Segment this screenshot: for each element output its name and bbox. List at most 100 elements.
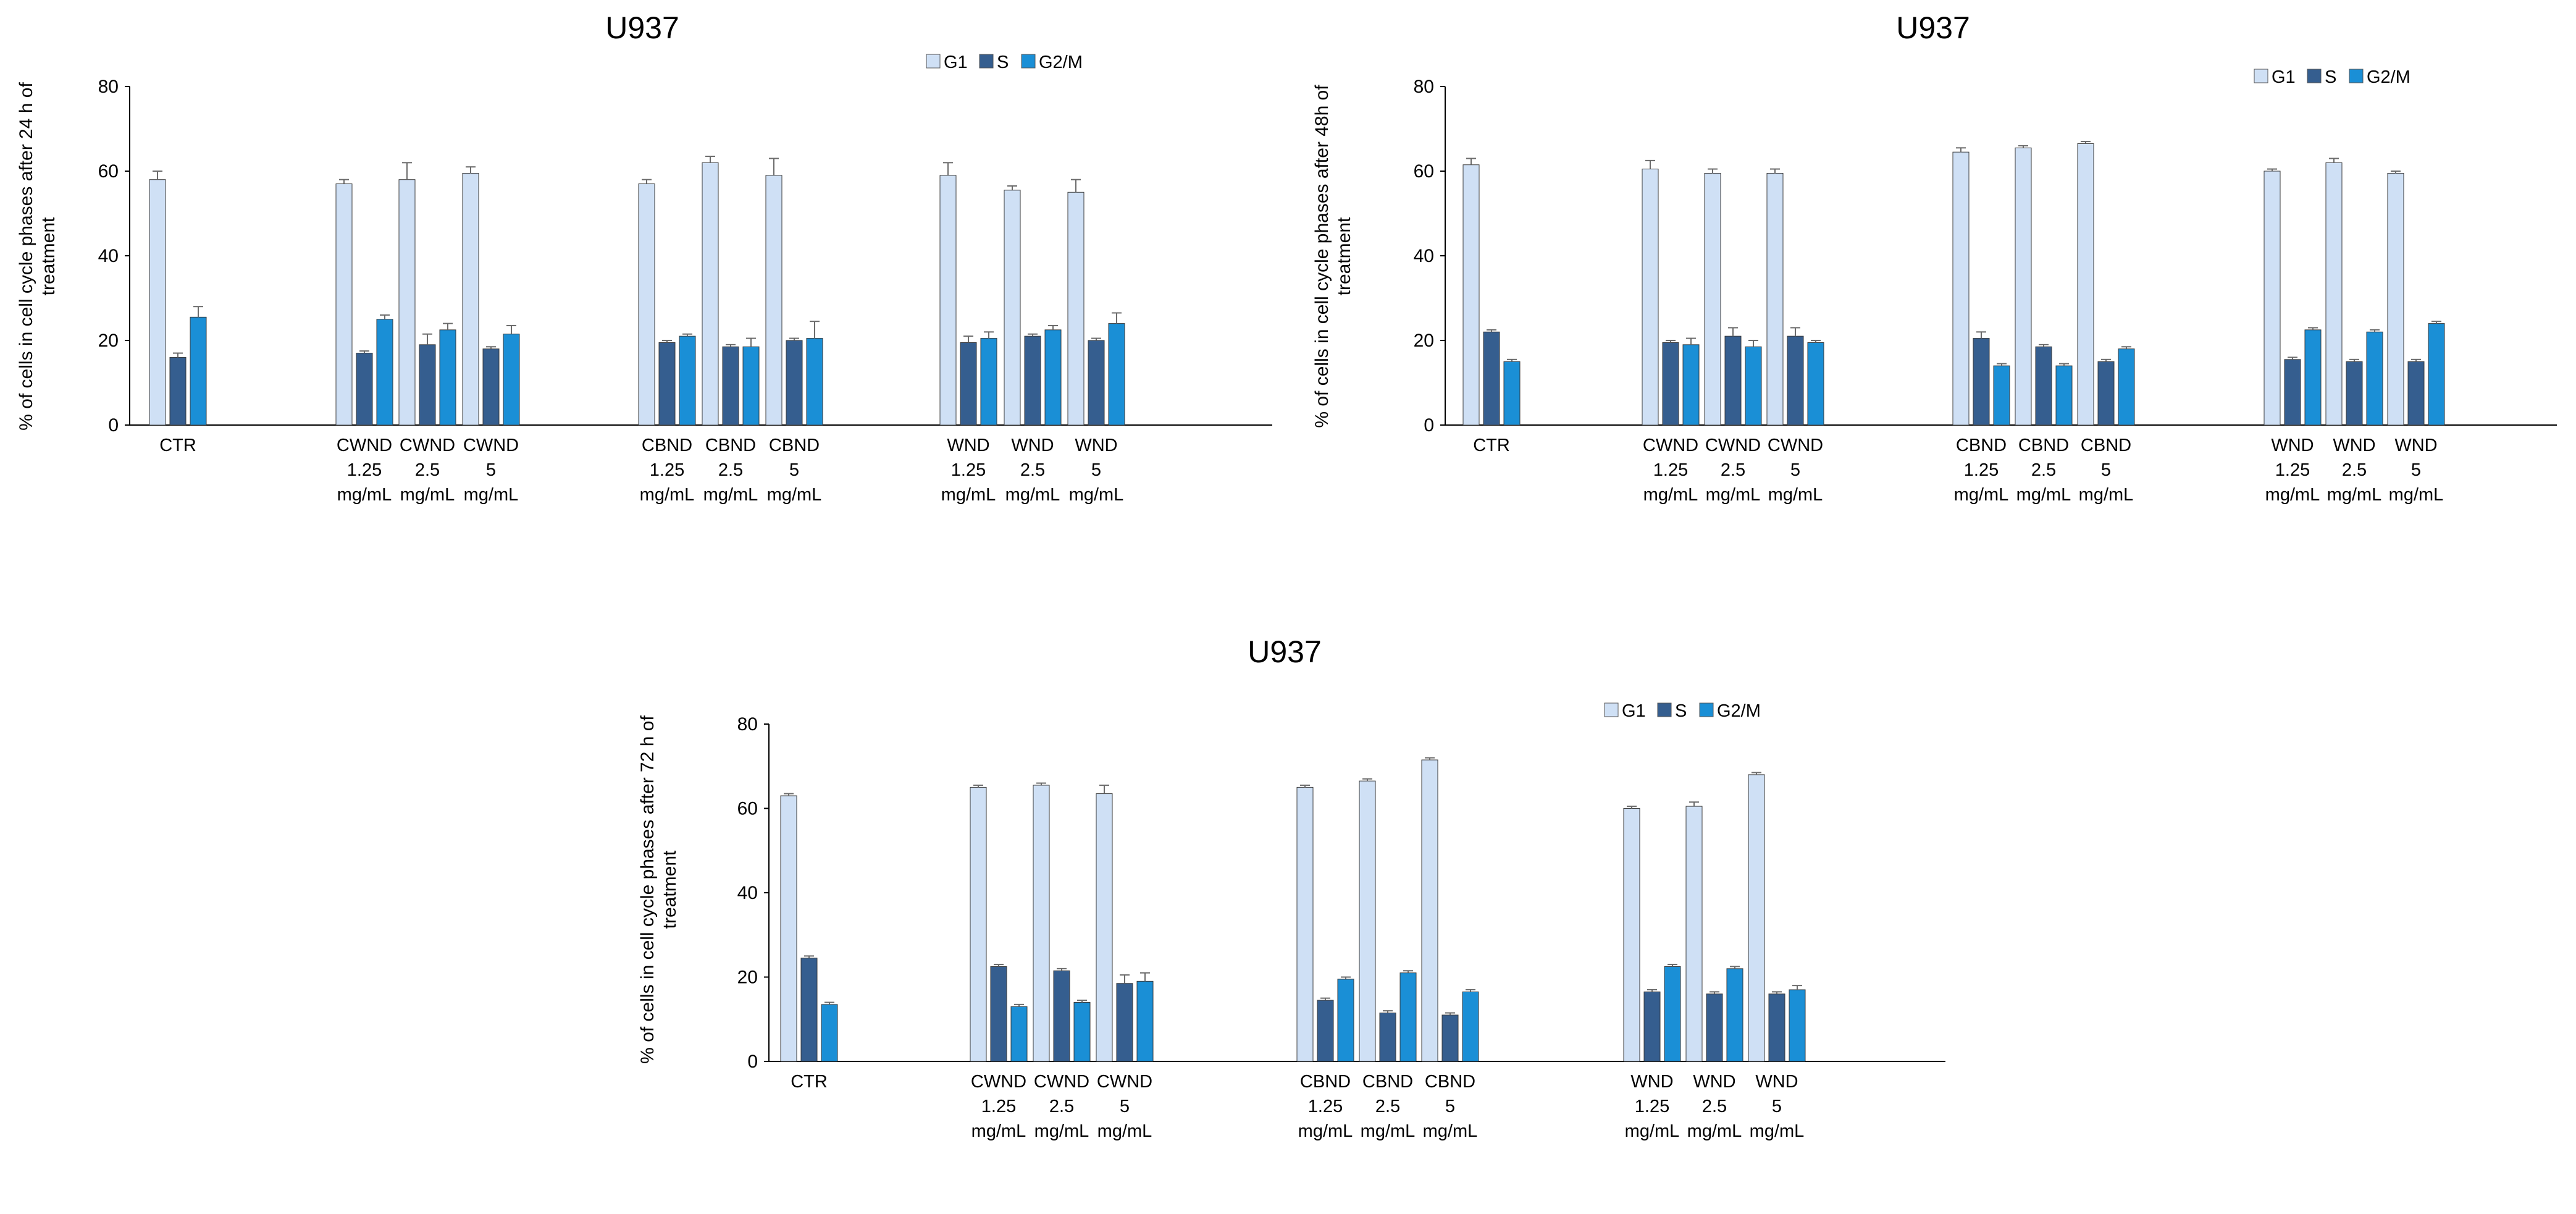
c1-category-label-line: CWND [1705, 436, 1761, 455]
c1-y-tick-label: 20 [1414, 331, 1434, 351]
c0-bar-S-7 [960, 342, 977, 426]
c2-category-label-4: CBND 1.25 mg/mL [1298, 1072, 1353, 1141]
c2-y-axis-label: % of cells in cell cycle phases after 72… [637, 715, 680, 1064]
c0-bar-S-8 [1024, 335, 1041, 426]
c0-legend-swatch-S [979, 54, 994, 69]
c1-category-label-line: mg/mL [2327, 485, 2382, 505]
c1-category-label-8: WND 2.5 mg/mL [2327, 436, 2382, 505]
c2-bar-S-5 [1379, 1013, 1396, 1062]
c0-category-label-3: CWND 5 mg/mL [463, 436, 519, 505]
c2-category-label-line: CBND [1300, 1072, 1351, 1092]
c0-y-axis-label: % of cells in cell cycle phases after 24… [16, 82, 59, 431]
c0-legend-label-S: S [997, 53, 1009, 72]
c0-category-label-line: 2.5 [415, 460, 440, 480]
c2-bar-S-6 [1441, 1014, 1459, 1062]
c1-bar-S-6 [2097, 361, 2115, 426]
c0-bar-S-4 [658, 342, 676, 426]
c0-bar-G2M-0 [190, 316, 207, 426]
c1-bar-G1-6 [2077, 143, 2094, 426]
c0-bar-G1-6 [765, 175, 782, 426]
c2-bar-S-0 [800, 958, 818, 1062]
c0-category-label-line: mg/mL [640, 485, 695, 505]
c1-category-label-line: mg/mL [2265, 485, 2320, 505]
c1-bar-S-9 [2407, 361, 2425, 426]
c1-bar-S-1 [1662, 342, 1679, 426]
c0-bar-G2M-7 [980, 338, 997, 426]
c1-category-label-line: 2.5 [2031, 460, 2056, 480]
c1-category-label-line: mg/mL [1706, 485, 1761, 505]
c0-category-label-line: 1.25 [650, 460, 684, 480]
c1-bar-G2M-2 [1745, 346, 1762, 426]
c0-bar-G1-9 [1067, 192, 1085, 426]
c2-bar-S-3 [1116, 983, 1133, 1062]
c0-bar-G1-7 [939, 175, 957, 426]
c1-category-label-line: mg/mL [2079, 485, 2134, 505]
c0-bar-G2M-8 [1044, 329, 1062, 426]
c0-category-label-line: mg/mL [767, 485, 822, 505]
c1-category-label-2: CWND 2.5 mg/mL [1705, 436, 1761, 505]
c2-bar-G1-5 [1359, 780, 1376, 1062]
c2-category-label-line: mg/mL [1423, 1121, 1478, 1141]
c2-bar-G1-7 [1623, 808, 1640, 1062]
c1-category-label-line: CBND [2081, 436, 2131, 455]
c1-bar-S-0 [1483, 331, 1500, 426]
c2-category-label-line: CBND [1425, 1072, 1475, 1092]
c0-bar-G1-5 [702, 162, 719, 426]
c1-bar-G2M-1 [1682, 344, 1700, 426]
c2-category-label-line: mg/mL [1687, 1121, 1742, 1141]
c2-category-label-3: CWND 5 mg/mL [1097, 1072, 1152, 1141]
c1-y-axis-label: % of cells in cell cycle phases after 48… [1312, 85, 1354, 428]
c2-legend-swatch-G2M [1699, 702, 1714, 717]
c0-category-label-line: mg/mL [703, 485, 758, 505]
c2-bar-S-2 [1053, 970, 1070, 1062]
c2-bar-G2M-6 [1462, 991, 1479, 1062]
c1-category-label-line: mg/mL [2389, 485, 2444, 505]
c0-y-tick-label: 0 [108, 415, 119, 436]
c1-category-label-line: WND [2271, 436, 2314, 455]
c2-category-label-line: CWND [1034, 1072, 1089, 1092]
c2-bar-S-9 [1768, 993, 1785, 1062]
c2-bar-G1-1 [970, 786, 987, 1062]
c1-category-label-line: mg/mL [1643, 485, 1698, 505]
c1-bar-G2M-5 [2055, 365, 2073, 426]
c2-legend-label-G2M: G2/M [1717, 701, 1761, 721]
c1-bar-G2M-4 [1993, 365, 2010, 426]
c0-y-tick-label: 60 [98, 161, 119, 182]
c2-bar-G1-3 [1096, 793, 1113, 1062]
c2-category-label-5: CBND 2.5 mg/mL [1361, 1072, 1416, 1141]
c2-bar-G1-0 [780, 795, 797, 1062]
c2-legend-label-G1: G1 [1622, 701, 1646, 721]
c1-legend-swatch-G1 [2254, 69, 2268, 83]
c0-bar-G1-0 [149, 179, 166, 426]
c0-bar-S-2 [419, 344, 436, 426]
c2-y-axis-label-line: % of cells in cell cycle phases after 72… [637, 715, 658, 1064]
c1-category-label-line: 1.25 [1964, 460, 1999, 480]
c0-legend-label-G1: G1 [944, 53, 968, 72]
c1-bar-G2M-0 [1503, 361, 1521, 426]
c1-legend-swatch-G2M [2349, 69, 2364, 83]
c0-category-label-line: CBND [769, 436, 820, 455]
c2-bar-G2M-7 [1664, 966, 1681, 1062]
c1-bar-G1-4 [1952, 151, 1970, 426]
c0-category-label-9: WND 5 mg/mL [1069, 436, 1124, 505]
c1-category-label-line: 1.25 [2275, 460, 2310, 480]
c2-bar-S-1 [990, 966, 1007, 1062]
c0-category-label-line: WND [1075, 436, 1117, 455]
c0-category-label-line: CTR [159, 436, 196, 455]
c2-category-label-line: 5 [1772, 1097, 1782, 1116]
c1-bar-G2M-8 [2366, 331, 2383, 426]
c1-bar-G1-1 [1642, 169, 1659, 426]
c0-category-label-line: mg/mL [1069, 485, 1124, 505]
c2-bar-G2M-8 [1726, 968, 1743, 1062]
c1-y-tick-label: 80 [1414, 77, 1434, 97]
c0-category-label-1: CWND 1.25 mg/mL [337, 436, 392, 505]
c0-category-label-line: WND [1011, 436, 1054, 455]
c0-category-label-line: CWND [400, 436, 455, 455]
c1-category-label-9: WND 5 mg/mL [2389, 436, 2444, 505]
c1-y-tick-label: 60 [1414, 161, 1434, 182]
c1-bar-G1-8 [2325, 162, 2343, 426]
c1-category-label-line: 5 [1790, 460, 1800, 480]
c2-y-axis-label-line: treatment [660, 850, 680, 929]
c1-bar-G1-7 [2263, 171, 2281, 426]
c2-category-label-line: 1.25 [1635, 1097, 1669, 1116]
